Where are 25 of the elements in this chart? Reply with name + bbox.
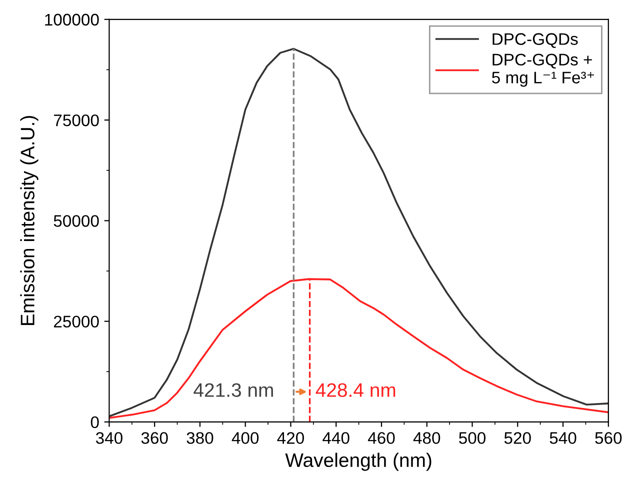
y-axis-title: Emission intensity (A.U.)	[20, 116, 38, 325]
line-series	[109, 278, 608, 419]
x-tick-label: 500	[459, 432, 486, 444]
annotation: 421.3 nm	[194, 383, 273, 397]
y-tick-label: 50000	[54, 215, 99, 227]
x-axis-title: Wavelength (nm)	[285, 452, 432, 471]
y-tick-label: 0	[90, 416, 99, 428]
x-tick-label: 420	[277, 432, 304, 444]
y-tick-label: 75000	[54, 114, 99, 126]
x-tick-label: 360	[141, 432, 168, 444]
annotation: 428.4 nm	[316, 383, 396, 397]
x-tick-label: 460	[368, 432, 395, 444]
x-tick-label: 520	[504, 432, 531, 444]
x-tick-label: 380	[186, 432, 214, 444]
y-tick-label: 100000	[45, 14, 99, 26]
legend-label: DPC-GQDs	[492, 33, 578, 48]
x-tick-label: 560	[595, 432, 622, 444]
x-tick-label: 480	[413, 432, 440, 444]
x-tick-label: 440	[322, 432, 350, 444]
x-tick-label: 400	[232, 432, 259, 444]
y-tick-label: 25000	[54, 316, 99, 328]
x-tick-label: 340	[96, 432, 122, 444]
x-tick-label: 540	[550, 432, 576, 444]
legend-label: DPC-GQDs + 5 mg L⁻¹ Fe³⁺	[492, 54, 594, 87]
line-series	[109, 48, 608, 418]
